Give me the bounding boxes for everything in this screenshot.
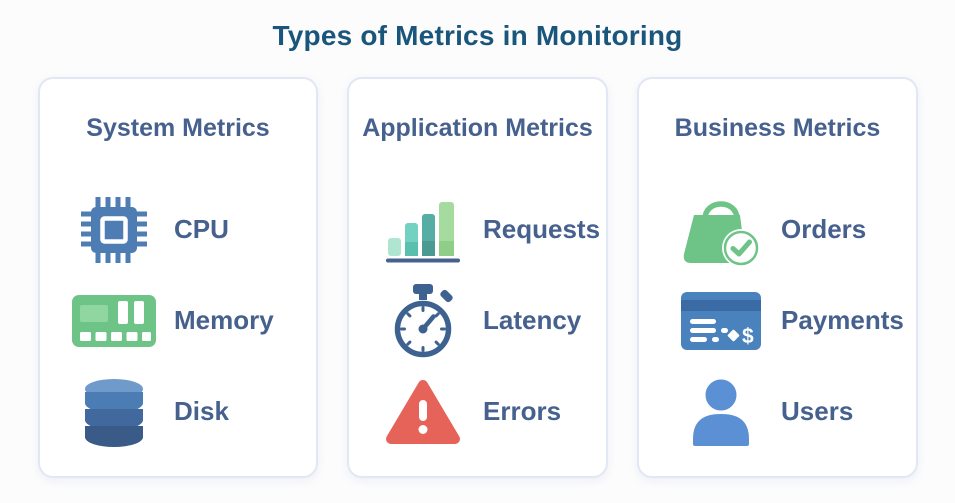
application-metrics-heading: Application Metrics: [362, 114, 593, 142]
metric-label-errors: Errors: [483, 396, 562, 426]
metric-row-latency: Latency: [379, 275, 606, 366]
application-metrics-card: Application Metrics Requests: [347, 77, 608, 478]
credit-card-dollar-icon: $: [677, 278, 765, 364]
metric-row-disk: Disk: [70, 366, 316, 457]
business-metrics-card: Business Metrics Orders: [637, 77, 918, 478]
metric-row-requests: Requests: [379, 184, 606, 275]
shopping-bag-check-icon: [677, 187, 765, 273]
metric-label-orders: Orders: [781, 214, 867, 244]
metric-label-requests: Requests: [483, 214, 601, 244]
memory-ram-icon: [70, 278, 158, 364]
disk-database-icon: [70, 369, 158, 455]
metric-label-disk: Disk: [174, 396, 229, 426]
metric-row-orders: Orders: [677, 184, 916, 275]
metric-row-users: Users: [677, 366, 916, 457]
bar-chart-icon: [379, 187, 467, 273]
metric-row-errors: Errors: [379, 366, 606, 457]
system-metrics-rows: CPU Memory: [40, 184, 316, 457]
metric-row-memory: Memory: [70, 275, 316, 366]
dollar-glyph: $: [742, 325, 754, 348]
system-metrics-card: System Metrics: [38, 77, 318, 478]
metric-row-payments: $ Payments: [677, 275, 916, 366]
business-metrics-heading: Business Metrics: [674, 114, 881, 142]
metric-row-cpu: CPU: [70, 184, 316, 275]
system-metrics-heading: System Metrics: [86, 114, 270, 142]
stopwatch-icon: [379, 278, 467, 364]
cpu-chip-icon: [70, 187, 158, 273]
business-metrics-rows: Orders $ Paym: [639, 184, 916, 457]
metric-label-payments: Payments: [781, 305, 904, 335]
page-title: Types of Metrics in Monitoring: [272, 20, 683, 51]
application-metrics-rows: Requests: [349, 184, 606, 457]
metric-label-users: Users: [781, 396, 854, 426]
metric-label-memory: Memory: [174, 305, 274, 335]
user-icon: [677, 369, 765, 455]
warning-triangle-icon: [379, 369, 467, 455]
metric-label-cpu: CPU: [174, 214, 229, 244]
metric-label-latency: Latency: [483, 305, 582, 335]
